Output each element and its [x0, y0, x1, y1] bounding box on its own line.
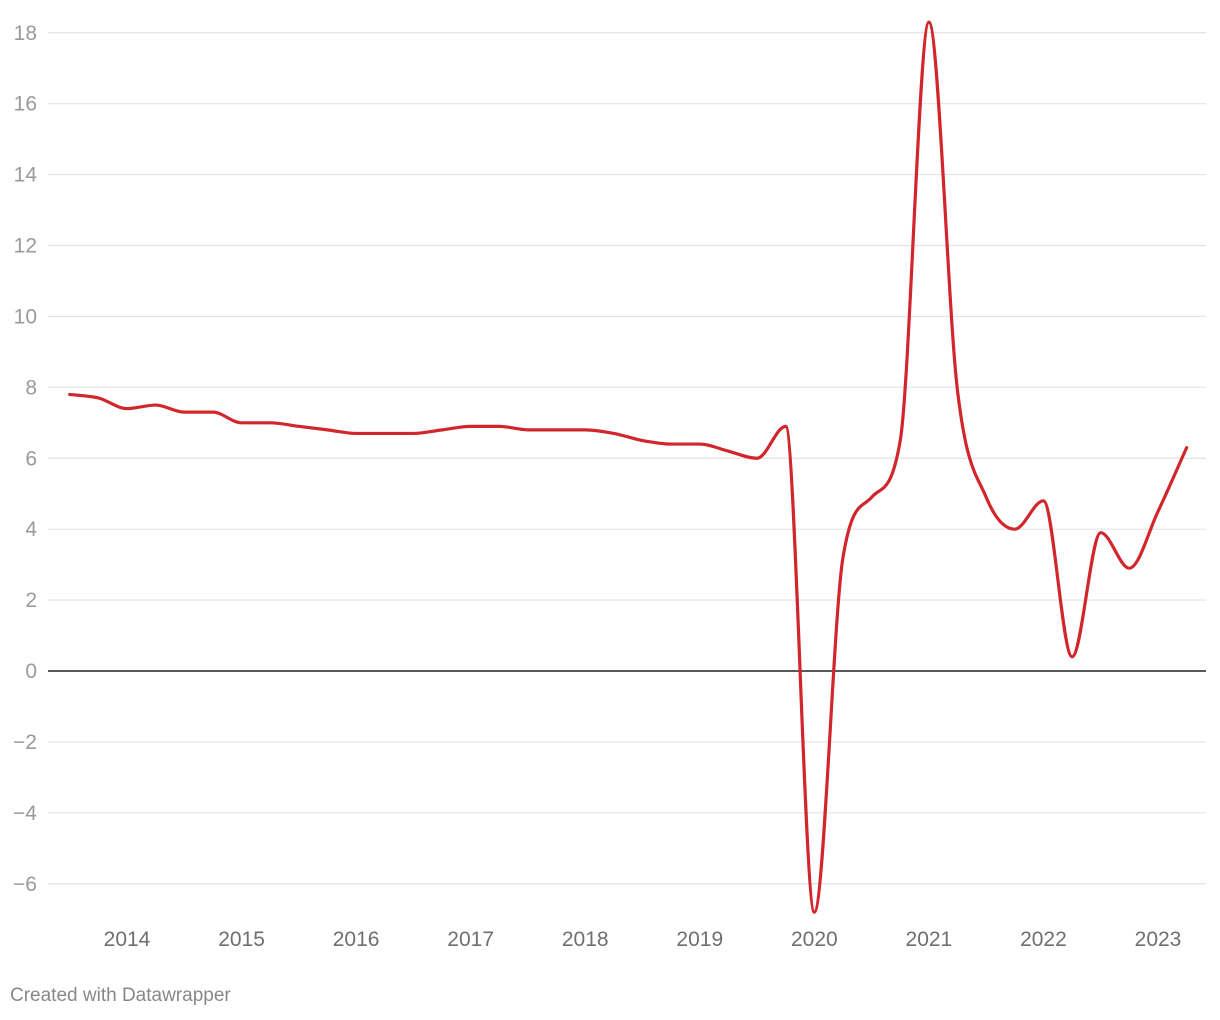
x-tick-label: 2014 — [104, 928, 151, 951]
x-tick-label: 2021 — [906, 928, 953, 951]
y-tick-label: −2 — [13, 731, 37, 754]
y-tick-label: 10 — [14, 305, 37, 328]
y-tick-label: 4 — [25, 518, 37, 541]
y-tick-label: 0 — [25, 660, 37, 683]
x-tick-label: 2018 — [562, 928, 609, 951]
x-axis-tick-labels: 2014 2015 2016 2017 2018 2019 2020 2021 2022 2023 — [104, 928, 1182, 951]
y-tick-label: 2 — [25, 589, 37, 612]
x-tick-label: 2016 — [333, 928, 380, 951]
credit-text: Created with Datawrapper — [10, 985, 231, 1006]
y-tick-label: −6 — [13, 873, 37, 896]
y-tick-label: 16 — [14, 93, 37, 116]
y-tick-label: 12 — [14, 235, 37, 258]
y-axis-tick-labels: 18 16 14 12 10 8 6 4 2 0 −2 −4 −6 — [13, 22, 37, 896]
series-layer — [68, 20, 1189, 914]
x-tick-label: 2017 — [447, 928, 494, 951]
y-tick-label: 6 — [25, 447, 37, 470]
y-tick-label: 8 — [25, 376, 37, 399]
x-tick-label: 2023 — [1135, 928, 1182, 951]
x-tick-label: 2022 — [1020, 928, 1067, 951]
x-tick-label: 2019 — [676, 928, 723, 951]
series-line — [68, 20, 1189, 914]
y-gridlines — [48, 32, 1206, 885]
x-tick-label: 2015 — [218, 928, 265, 951]
x-tick-label: 2020 — [791, 928, 838, 951]
y-tick-label: −4 — [13, 802, 37, 825]
y-tick-label: 14 — [14, 164, 38, 187]
y-tick-label: 18 — [14, 22, 37, 45]
